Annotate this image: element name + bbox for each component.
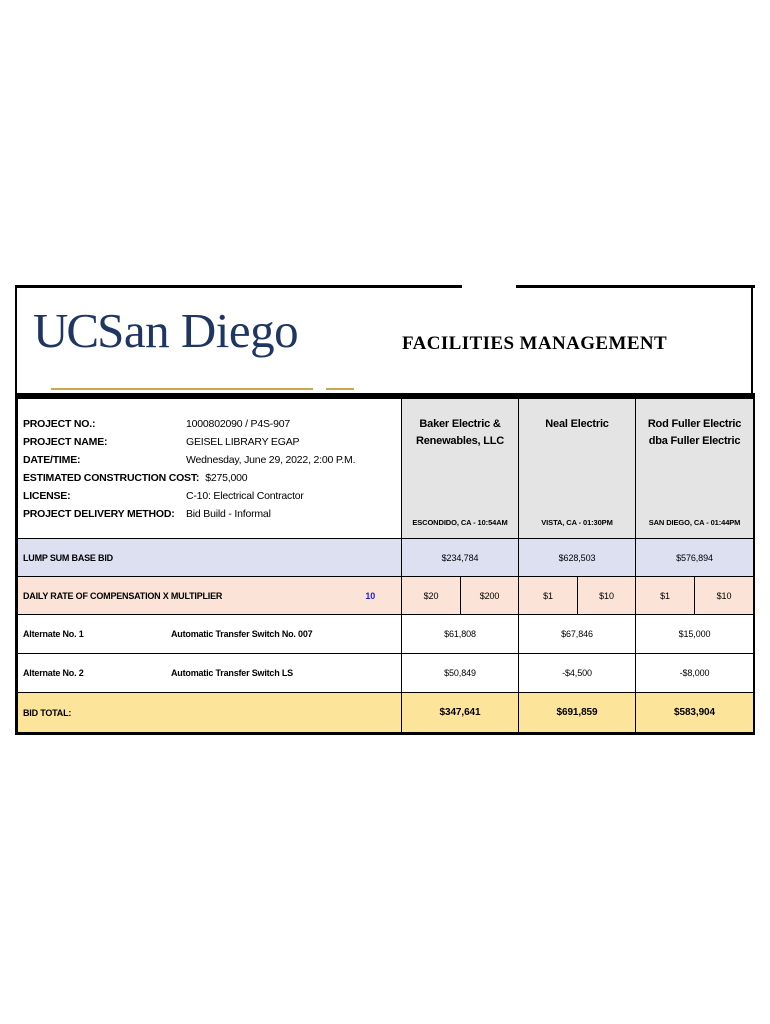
- base-bid-value-1: $234,784: [401, 538, 520, 577]
- bidder-location-time-2: VISTA, CA - 01:30PM: [541, 518, 613, 527]
- daily-rate-value-3: $1: [635, 576, 696, 615]
- project-info-row: LICENSE: C-10: Electrical Contractor: [23, 490, 401, 508]
- daily-rate-label-cell: DAILY RATE OF COMPENSATION X MULTIPLIER …: [16, 576, 403, 615]
- alternate-2-value-1: $50,849: [401, 653, 520, 693]
- header-separator-rule: [15, 393, 755, 398]
- page-title: FACILITIES MANAGEMENT: [402, 333, 668, 354]
- project-info-block: PROJECT NO.: 1000802090 / P4S-907 PROJEC…: [16, 398, 403, 539]
- table-row-alternate-2: Alternate No. 2 Automatic Transfer Switc…: [16, 653, 755, 693]
- daily-rate-multiplier: 10: [365, 590, 376, 601]
- bidder-name-2: Neal Electric: [545, 418, 609, 430]
- top-rule-right-segment: [516, 285, 755, 288]
- date-time-label: DATE/TIME:: [23, 453, 81, 466]
- delivery-method-label: PROJECT DELIVERY METHOD:: [23, 507, 175, 520]
- bidder-location-time-3: SAN DIEGO, CA - 01:44PM: [648, 518, 741, 527]
- project-info-row: PROJECT NAME: GEISEL LIBRARY EGAP: [23, 436, 401, 454]
- daily-rate-value-2: $1: [518, 576, 579, 615]
- logo-wordmark: UCSan Diego: [33, 304, 363, 358]
- uc-san-diego-logo: UCSan Diego: [33, 304, 363, 390]
- license-value: C-10: Electrical Contractor: [186, 489, 304, 502]
- bid-table-container: PROJECT NO.: 1000802090 / P4S-907 PROJEC…: [15, 398, 755, 735]
- table-row-base-bid: LUMP SUM BASE BID $234,784 $628,503 $576…: [16, 538, 755, 577]
- delivery-method-value: Bid Build - Informal: [186, 507, 271, 520]
- project-no-label: PROJECT NO.:: [23, 417, 96, 430]
- daily-rate-product-2: $10: [577, 576, 637, 615]
- bid-table: PROJECT NO.: 1000802090 / P4S-907 PROJEC…: [16, 398, 755, 733]
- table-header-row: PROJECT NO.: 1000802090 / P4S-907 PROJEC…: [16, 398, 755, 539]
- bidder-column-header-1: Baker Electric & Renewables, LLC ESCONDI…: [401, 398, 520, 539]
- bid-total-value-2: $691,859: [518, 692, 637, 733]
- alternate-1-value-2: $67,846: [518, 614, 637, 654]
- daily-rate-product-3: $10: [694, 576, 755, 615]
- daily-rate-label: DAILY RATE OF COMPENSATION X MULTIPLIER: [23, 590, 223, 601]
- project-info-list: PROJECT NO.: 1000802090 / P4S-907 PROJEC…: [23, 418, 401, 526]
- project-info-row: PROJECT DELIVERY METHOD: Bid Build - Inf…: [23, 508, 401, 526]
- logo-sandiego-text: San Diego: [97, 303, 299, 358]
- bidder-column-header-2: Neal Electric VISTA, CA - 01:30PM: [518, 398, 637, 539]
- alternate-2-number: Alternate No. 2: [23, 668, 84, 678]
- daily-rate-value-1: $20: [401, 576, 462, 615]
- bidder-location-time-1: ESCONDIDO, CA - 10:54AM: [412, 518, 508, 527]
- estimated-cost-label: ESTIMATED CONSTRUCTION COST:: [23, 471, 200, 484]
- bid-total-value-3: $583,904: [635, 692, 755, 733]
- bidder-name-1: Baker Electric & Renewables, LLC: [415, 418, 505, 447]
- alternate-1-value-1: $61,808: [401, 614, 520, 654]
- base-bid-value-3: $576,894: [635, 538, 755, 577]
- bid-total-value-1: $347,641: [401, 692, 520, 733]
- alternate-2-value-3: -$8,000: [635, 653, 755, 693]
- top-rule-left-segment: [15, 285, 462, 288]
- table-row-alternate-1: Alternate No. 1 Automatic Transfer Switc…: [16, 614, 755, 654]
- logo-gold-underline-right: [326, 388, 354, 390]
- estimated-cost-value: $275,000: [205, 471, 248, 484]
- document-header: UCSan Diego FACILITIES MANAGEMENT: [15, 288, 753, 393]
- daily-rate-product-1: $200: [460, 576, 520, 615]
- base-bid-label: LUMP SUM BASE BID: [16, 538, 403, 577]
- table-row-bid-total: BID TOTAL: $347,641 $691,859 $583,904: [16, 692, 755, 733]
- date-time-value: Wednesday, June 29, 2022, 2:00 P.M.: [186, 453, 356, 466]
- license-label: LICENSE:: [23, 489, 71, 502]
- alternate-1-description: Automatic Transfer Switch No. 007: [171, 629, 313, 639]
- bidder-column-header-3: Rod Fuller Electric dba Fuller Electric …: [635, 398, 755, 539]
- alternate-2-label-cell: Alternate No. 2 Automatic Transfer Switc…: [16, 653, 403, 693]
- base-bid-value-2: $628,503: [518, 538, 637, 577]
- table-row-daily-rate: DAILY RATE OF COMPENSATION X MULTIPLIER …: [16, 576, 755, 615]
- alternate-1-number: Alternate No. 1: [23, 629, 84, 639]
- project-no-value: 1000802090 / P4S-907: [186, 417, 291, 430]
- alternate-2-description: Automatic Transfer Switch LS: [171, 668, 293, 678]
- logo-gold-underline-left: [51, 388, 313, 390]
- logo-uc-text: UC: [33, 303, 99, 358]
- alternate-1-value-3: $15,000: [635, 614, 755, 654]
- alternate-1-label-cell: Alternate No. 1 Automatic Transfer Switc…: [16, 614, 403, 654]
- project-info-row: PROJECT NO.: 1000802090 / P4S-907: [23, 418, 401, 436]
- project-name-value: GEISEL LIBRARY EGAP: [186, 435, 300, 448]
- project-name-label: PROJECT NAME:: [23, 435, 108, 448]
- project-info-row: DATE/TIME: Wednesday, June 29, 2022, 2:0…: [23, 454, 401, 472]
- project-info-row: ESTIMATED CONSTRUCTION COST: $275,000: [23, 472, 401, 490]
- bid-total-label: BID TOTAL:: [16, 692, 403, 733]
- alternate-2-value-2: -$4,500: [518, 653, 637, 693]
- bidder-name-3: Rod Fuller Electric dba Fuller Electric: [647, 418, 742, 447]
